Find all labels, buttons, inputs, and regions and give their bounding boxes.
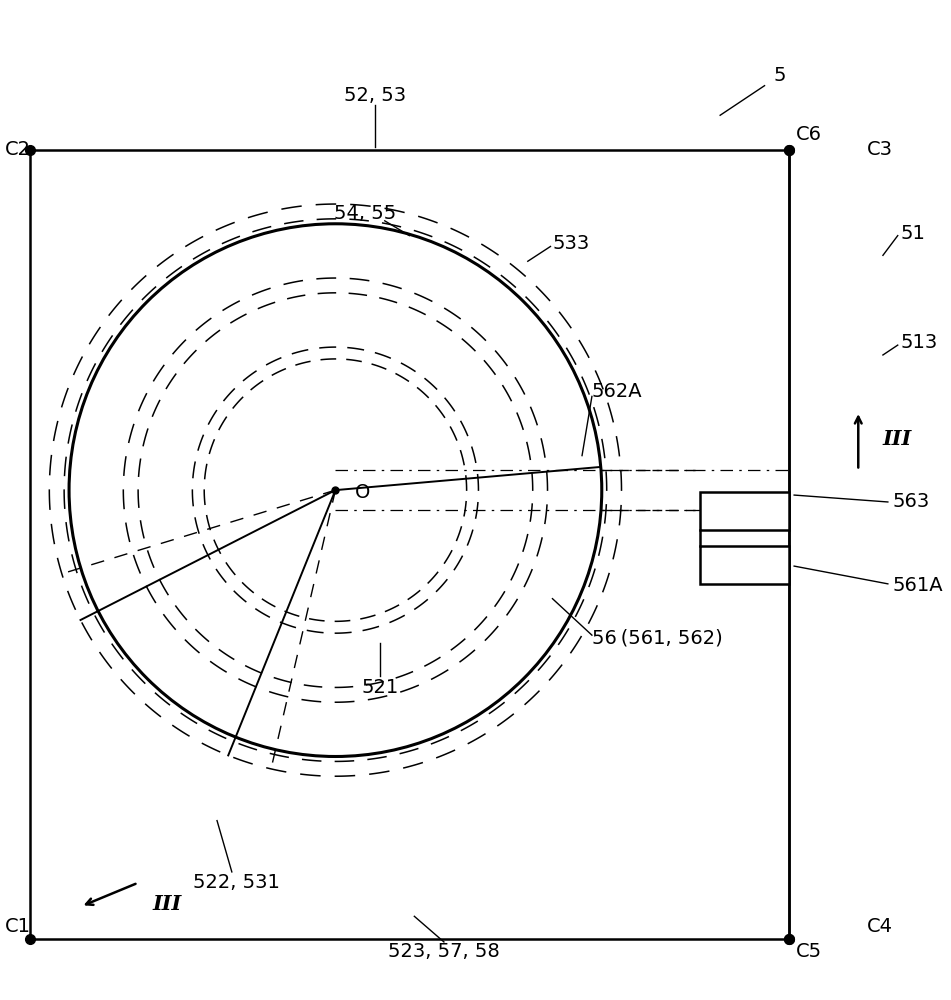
Text: C1: C1 <box>5 917 30 936</box>
Text: 56 (561, 562): 56 (561, 562) <box>592 629 723 648</box>
Text: 562A: 562A <box>592 382 643 401</box>
Text: 54, 55: 54, 55 <box>334 204 397 223</box>
Text: III: III <box>153 894 183 914</box>
Text: 522, 531: 522, 531 <box>193 873 281 892</box>
Bar <box>701 492 789 530</box>
Text: C2: C2 <box>5 140 30 159</box>
Text: C4: C4 <box>867 917 893 936</box>
Text: C6: C6 <box>796 125 822 144</box>
Text: C5: C5 <box>796 942 822 961</box>
Bar <box>701 546 789 584</box>
Text: 533: 533 <box>553 234 590 253</box>
Text: 521: 521 <box>361 678 398 697</box>
Text: 5: 5 <box>773 66 786 85</box>
Text: O: O <box>355 483 371 502</box>
Text: 561A: 561A <box>893 576 943 595</box>
Text: 563: 563 <box>893 492 930 511</box>
Bar <box>29 150 789 939</box>
Text: C3: C3 <box>867 140 893 159</box>
Text: 523, 57, 58: 523, 57, 58 <box>388 942 500 961</box>
Text: 51: 51 <box>901 224 925 243</box>
Text: 52, 53: 52, 53 <box>344 86 406 105</box>
Text: 513: 513 <box>901 333 938 352</box>
Text: III: III <box>883 429 912 449</box>
